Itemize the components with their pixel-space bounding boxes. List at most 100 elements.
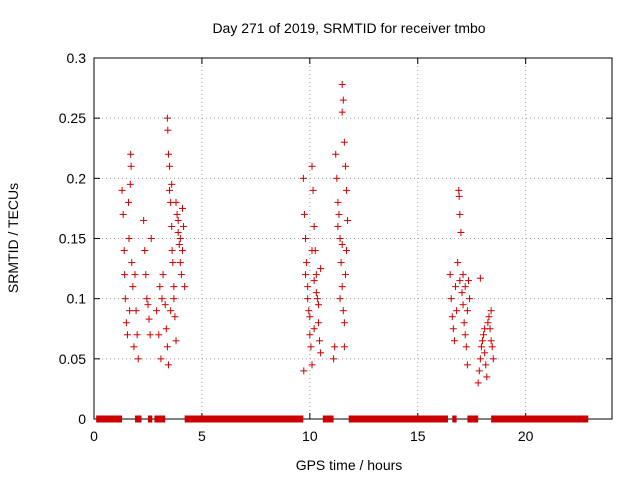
data-point bbox=[167, 307, 175, 315]
data-point bbox=[488, 343, 496, 351]
data-point bbox=[308, 247, 316, 255]
data-point bbox=[484, 319, 492, 327]
data-point bbox=[162, 325, 170, 333]
data-point bbox=[302, 235, 310, 242]
data-point bbox=[177, 271, 185, 279]
data-point bbox=[304, 283, 312, 291]
data-point bbox=[302, 271, 310, 279]
data-point bbox=[480, 331, 488, 339]
data-point bbox=[310, 277, 318, 285]
y-tick-label: 0.1 bbox=[67, 291, 87, 307]
data-point bbox=[335, 210, 343, 218]
data-point bbox=[461, 283, 469, 291]
data-point bbox=[126, 307, 134, 315]
data-point bbox=[487, 307, 495, 315]
data-point bbox=[446, 271, 454, 279]
grid-lines bbox=[94, 58, 612, 419]
data-point bbox=[330, 355, 338, 363]
data-point bbox=[476, 274, 484, 282]
data-point bbox=[314, 319, 322, 327]
data-point bbox=[338, 80, 346, 88]
data-point bbox=[164, 361, 172, 369]
data-point bbox=[460, 319, 468, 327]
zero-level-band bbox=[135, 415, 142, 423]
data-point bbox=[164, 126, 172, 134]
data-point bbox=[155, 331, 163, 339]
data-point bbox=[483, 373, 491, 381]
y-axis-label: SRMTID / TECUs bbox=[5, 183, 21, 293]
data-point bbox=[168, 180, 176, 188]
data-point bbox=[174, 216, 182, 224]
data-point bbox=[308, 361, 316, 369]
data-point bbox=[173, 210, 181, 218]
data-point bbox=[464, 277, 472, 285]
data-point bbox=[455, 192, 463, 200]
data-point bbox=[462, 343, 470, 351]
data-point bbox=[163, 114, 171, 122]
data-point bbox=[304, 295, 312, 303]
data-point bbox=[343, 186, 351, 194]
data-point bbox=[166, 162, 174, 170]
data-point bbox=[306, 331, 314, 339]
data-point bbox=[178, 204, 186, 212]
data-point bbox=[121, 295, 129, 303]
y-tick-label: 0 bbox=[78, 411, 86, 427]
data-point bbox=[344, 216, 352, 224]
data-point bbox=[317, 265, 325, 273]
data-point bbox=[159, 271, 167, 279]
zero-level-band bbox=[322, 415, 334, 423]
data-point bbox=[475, 367, 483, 375]
data-point bbox=[300, 210, 308, 218]
data-point bbox=[127, 162, 135, 170]
data-point bbox=[463, 307, 471, 315]
data-point bbox=[310, 325, 318, 333]
data-point bbox=[158, 295, 166, 303]
zero-level-band bbox=[147, 415, 153, 423]
zero-level-band bbox=[452, 415, 457, 423]
data-point bbox=[305, 307, 313, 315]
data-point bbox=[458, 289, 466, 297]
data-point bbox=[299, 174, 307, 182]
data-point bbox=[175, 241, 183, 249]
data-point bbox=[482, 361, 490, 369]
data-point bbox=[128, 259, 136, 267]
data-point bbox=[163, 343, 171, 351]
data-point bbox=[339, 307, 347, 315]
data-point bbox=[310, 222, 318, 230]
data-point bbox=[131, 271, 139, 279]
data-point bbox=[168, 247, 176, 255]
data-point bbox=[313, 295, 321, 303]
data-point bbox=[181, 283, 189, 291]
data-point bbox=[123, 331, 131, 339]
data-point bbox=[170, 283, 178, 291]
data-point bbox=[456, 210, 464, 218]
data-point bbox=[166, 186, 174, 194]
data-point bbox=[178, 247, 186, 255]
data-point bbox=[307, 343, 315, 351]
zero-level-band bbox=[184, 415, 304, 423]
data-point bbox=[144, 301, 152, 309]
data-point bbox=[153, 307, 161, 315]
data-point bbox=[145, 315, 153, 323]
data-point bbox=[169, 259, 177, 267]
data-point bbox=[121, 271, 129, 279]
data-point bbox=[161, 301, 169, 309]
data-point bbox=[314, 301, 322, 309]
y-tick-label: 0.3 bbox=[67, 50, 87, 66]
data-point bbox=[130, 343, 138, 351]
data-point bbox=[466, 295, 474, 303]
data-point bbox=[476, 355, 484, 363]
data-point bbox=[120, 247, 128, 255]
zero-level-band bbox=[348, 415, 448, 423]
data-point bbox=[168, 222, 176, 230]
data-point bbox=[146, 331, 154, 339]
data-point bbox=[477, 343, 485, 351]
data-point bbox=[309, 186, 317, 194]
x-tick-label: 5 bbox=[198, 428, 206, 444]
data-point bbox=[334, 222, 342, 230]
data-point bbox=[312, 289, 320, 297]
x-tick-label: 15 bbox=[410, 428, 426, 444]
data-point bbox=[336, 235, 344, 242]
x-tick-label: 20 bbox=[518, 428, 534, 444]
